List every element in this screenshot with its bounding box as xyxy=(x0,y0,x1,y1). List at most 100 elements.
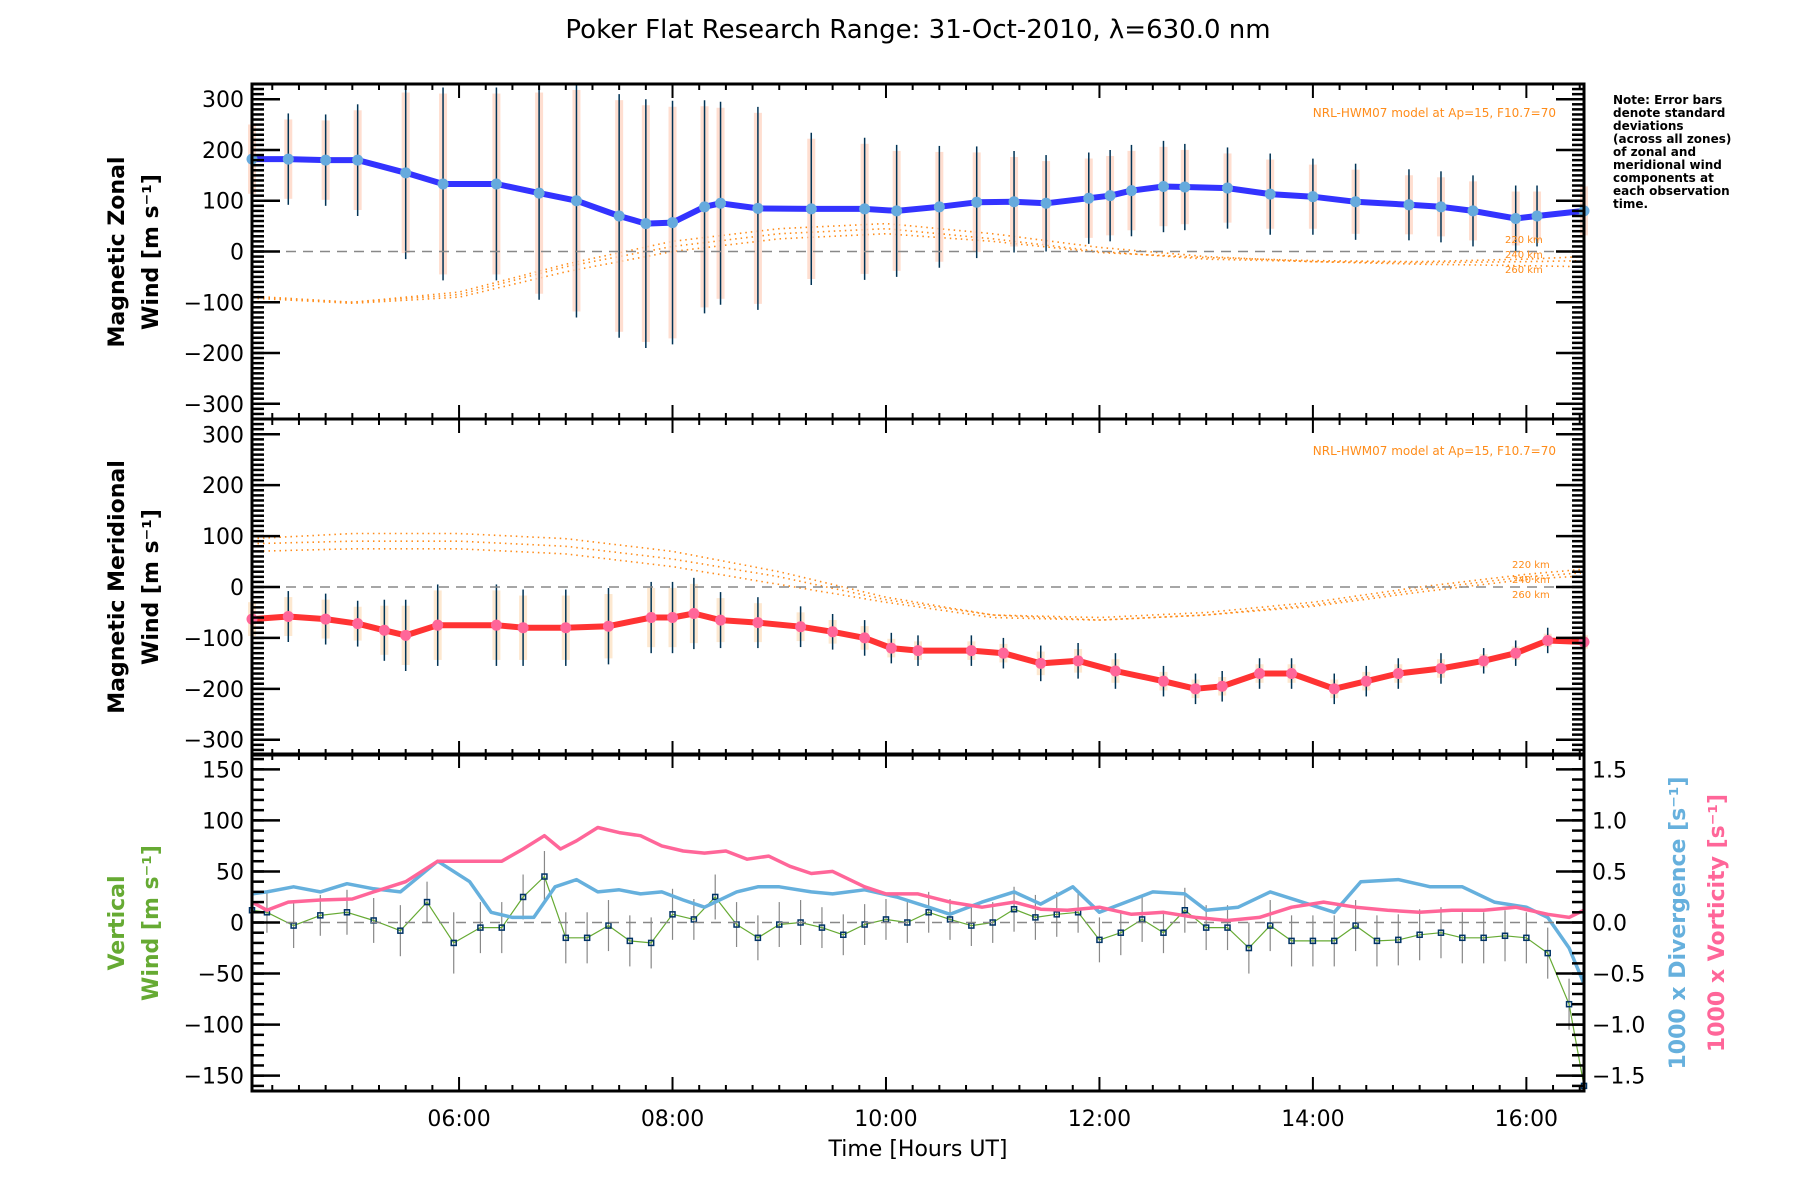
data-point xyxy=(1032,914,1039,921)
data-point xyxy=(997,647,1009,659)
vorticity-ylabel: 1000 x Vorticity [s⁻¹] xyxy=(1705,794,1730,1052)
data-point xyxy=(626,937,634,945)
note-line: denote standard xyxy=(1613,106,1725,120)
data-point xyxy=(320,154,332,166)
data-point xyxy=(562,934,570,942)
data-point xyxy=(1352,922,1359,929)
data-point xyxy=(613,210,625,222)
data-point xyxy=(605,922,612,929)
x-axis-label: Time [Hours UT] xyxy=(828,1137,1008,1162)
divergence-label: 1000 x Divergence [s⁻¹] xyxy=(1666,776,1691,1069)
data-point xyxy=(1510,647,1522,659)
data-point xyxy=(541,873,548,880)
data-point xyxy=(752,202,764,214)
zonal-model-label: NRL-HWM07 model at Ap=15, F10.7=70 xyxy=(1313,106,1556,120)
data-point xyxy=(583,934,591,942)
series-line-zonal-wind xyxy=(252,156,1585,227)
data-point xyxy=(560,622,572,634)
data-point xyxy=(1266,922,1274,929)
x-tick-label: 06:00 xyxy=(427,1107,490,1132)
data-point xyxy=(754,934,762,942)
x-tick-label: 10:00 xyxy=(854,1107,917,1132)
data-point xyxy=(490,619,502,631)
data-point xyxy=(965,645,977,657)
data-point xyxy=(859,203,871,215)
data-point xyxy=(1531,210,1543,222)
data-point xyxy=(450,939,457,947)
data-point xyxy=(1157,675,1169,687)
zonal-ylabel: Magnetic Zonal Wind [m s⁻¹] xyxy=(105,157,164,348)
data-point xyxy=(1190,683,1201,695)
data-point xyxy=(1392,668,1404,680)
y-tick-label: 200 xyxy=(202,474,244,499)
data-point xyxy=(343,909,351,916)
note-line: (across all zones) xyxy=(1613,132,1731,146)
data-point xyxy=(1040,197,1052,209)
data-point xyxy=(432,619,444,631)
data-point xyxy=(317,912,324,919)
y-tick-label: 100 xyxy=(202,809,244,834)
data-point xyxy=(818,924,826,931)
data-point xyxy=(1350,196,1362,208)
model-curve-260km xyxy=(251,548,1581,621)
data-point xyxy=(1501,932,1509,940)
meridional-wind-line xyxy=(246,607,1590,695)
data-point xyxy=(517,622,529,634)
data-point xyxy=(1307,191,1319,203)
data-point xyxy=(1403,199,1415,211)
data-point xyxy=(400,629,412,641)
data-point xyxy=(1437,929,1445,936)
data-point xyxy=(805,203,817,215)
y-tick-label: −50 xyxy=(198,963,244,988)
data-point xyxy=(971,196,983,208)
y-tick-label: −200 xyxy=(184,678,244,703)
y-tick-label: −300 xyxy=(184,393,244,418)
data-point xyxy=(1109,665,1121,677)
x-tick-label: 12:00 xyxy=(1068,1107,1131,1132)
note-line: meridional wind xyxy=(1613,158,1722,172)
data-point xyxy=(602,620,614,632)
vertical-error-bars xyxy=(251,851,1585,1091)
data-point xyxy=(352,154,364,166)
zonal-model-curves xyxy=(251,222,1581,305)
data-point xyxy=(1035,657,1047,669)
data-point xyxy=(925,909,932,916)
data-point xyxy=(1373,937,1381,945)
data-point xyxy=(715,197,727,209)
series-line-1000-x-divergence xyxy=(251,859,1586,985)
x-tick-label: 16:00 xyxy=(1495,1107,1558,1132)
right-tick-label: 0.5 xyxy=(1592,860,1627,885)
y-tick-label: 0 xyxy=(230,912,244,937)
data-point xyxy=(1245,944,1253,952)
note-line: Note: Error bars xyxy=(1613,93,1722,107)
data-point xyxy=(1542,634,1554,646)
y-tick-label: 50 xyxy=(216,860,244,885)
y-tick-label: 100 xyxy=(202,525,244,550)
right-tick-label: −1.5 xyxy=(1592,1065,1645,1090)
data-point xyxy=(1328,683,1340,695)
model-curve-220km xyxy=(251,532,1581,619)
divergence-ylabel: 1000 x Divergence [s⁻¹] xyxy=(1666,776,1691,1069)
data-point xyxy=(1395,936,1402,944)
data-point xyxy=(1157,181,1169,193)
y-tick-label: 150 xyxy=(202,758,244,783)
note-line: deviations xyxy=(1613,119,1684,133)
data-point xyxy=(1083,192,1095,204)
meridional-km-260: 260 km xyxy=(1512,590,1550,601)
vertical-ylabel: Vertical Wind [m s⁻¹] xyxy=(105,845,164,1001)
y-tick-label: −200 xyxy=(184,342,244,367)
data-point xyxy=(795,621,807,633)
data-point xyxy=(1478,655,1490,667)
data-point xyxy=(1288,937,1295,945)
zonal-error-bars xyxy=(248,84,1588,348)
data-point xyxy=(1160,929,1167,936)
meridional-model-label: NRL-HWM07 model at Ap=15, F10.7=70 xyxy=(1313,444,1556,458)
data-point xyxy=(1416,931,1423,939)
data-point xyxy=(715,614,727,626)
model-curve-240km xyxy=(251,540,1581,621)
meridional-error-bars xyxy=(248,577,1588,705)
zonal-wind-line xyxy=(246,153,1590,230)
y-tick-label: 300 xyxy=(202,423,244,448)
meridional-ylabel: Magnetic Meridional Wind [m s⁻¹] xyxy=(105,460,164,713)
